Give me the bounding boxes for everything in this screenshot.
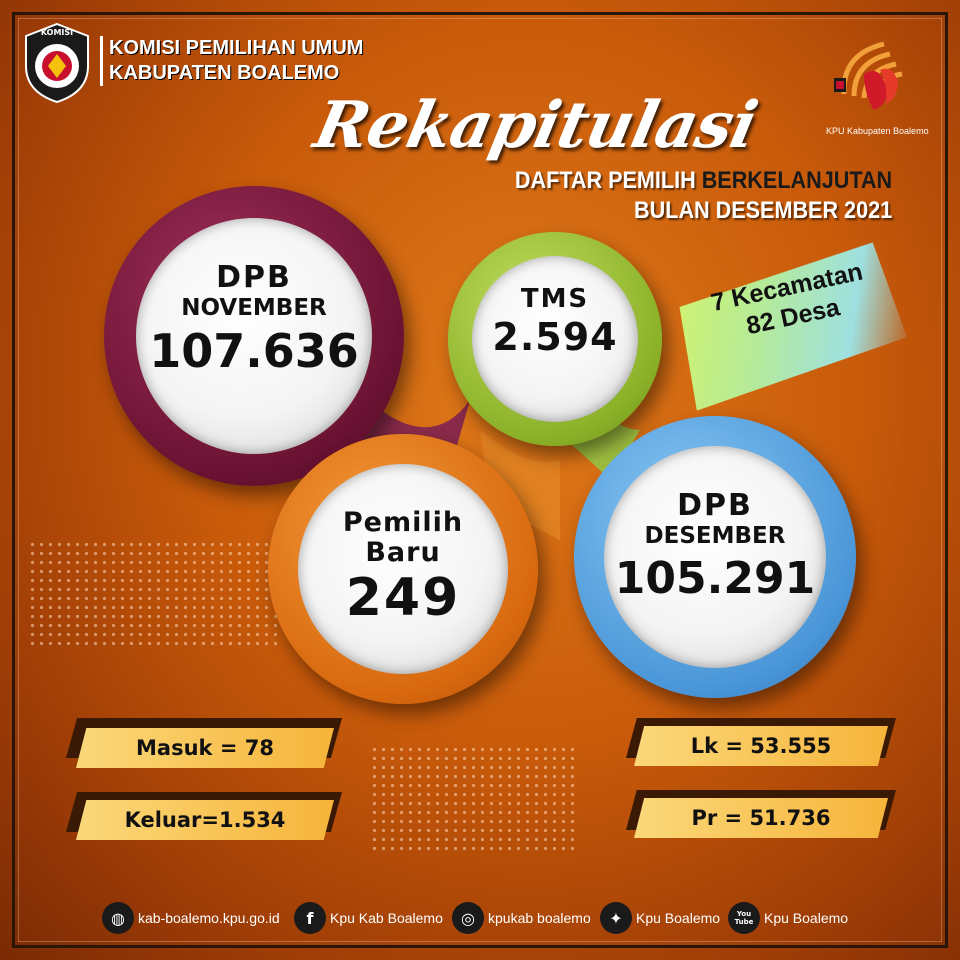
tms-disc — [472, 256, 638, 422]
twitter-icon: ✦ — [600, 902, 632, 934]
dpb-november-label-2: NOVEMBER — [181, 295, 327, 321]
pemilih-baru-label-2: Baru — [365, 537, 441, 568]
pemilih-baru-value: 249 — [345, 568, 461, 628]
kpu-logo-top-text: KOMISI — [41, 28, 73, 37]
footer-facebook[interactable]: f Kpu Kab Boalemo — [294, 900, 443, 936]
instagram-icon: ◎ — [452, 902, 484, 934]
masuk-value: Masuk = 78 — [136, 736, 274, 760]
dpb-november-label-1: DPB — [216, 260, 292, 295]
subtitle-line-2: BULAN DESEMBER 2021 — [633, 197, 892, 224]
keluar-tag: Keluar=1.534 — [76, 800, 334, 840]
masuk-tag: Masuk = 78 — [76, 728, 334, 768]
dpb-desember-label-2: DESEMBER — [644, 523, 786, 549]
kpu-kabupaten-logo-text: KPU Kabupaten Boalemo — [826, 126, 929, 136]
dot-pattern-center — [370, 745, 580, 855]
lk-tag: Lk = 53.555 — [634, 726, 888, 766]
tms-value: 2.594 — [492, 315, 618, 359]
dpb-desember-label-1: DPB — [677, 488, 753, 523]
twitter-text: Kpu Boalemo — [636, 910, 721, 926]
keluar-value: Keluar=1.534 — [124, 808, 286, 832]
pr-tag: Pr = 51.736 — [634, 798, 888, 838]
youtube-text: Kpu Boalemo — [764, 910, 849, 926]
lk-value: Lk = 53.555 — [690, 734, 832, 758]
organization-name: KOMISI PEMILIHAN UMUM KABUPATEN BOALEMO — [100, 36, 363, 86]
globe-icon: ◍ — [102, 902, 134, 934]
subtitle-part-2: BERKELANJUTAN — [701, 167, 892, 194]
footer-website[interactable]: ◍ kab-boalemo.kpu.go.id — [102, 900, 280, 936]
dpb-desember-value: 105.291 — [614, 553, 816, 604]
pr-value: Pr = 51.736 — [691, 806, 831, 830]
org-line-2: KABUPATEN BOALEMO — [109, 62, 340, 84]
pemilih-baru-label-1: Pemilih — [342, 507, 464, 538]
kpu-logo: KOMISI — [25, 22, 89, 104]
tms-label: TMS — [520, 284, 590, 314]
pemilih-baru-disc — [298, 464, 508, 674]
dot-pattern-left — [28, 540, 278, 650]
youtube-icon: You Tube — [728, 902, 760, 934]
instagram-text: kpukab boalemo — [488, 910, 591, 926]
dpb-desember-content: DPB DESEMBER 105.291 — [594, 490, 836, 608]
website-text: kab-boalemo.kpu.go.id — [138, 910, 280, 926]
dpb-november-content: DPB NOVEMBER 107.636 — [136, 262, 372, 380]
subtitle: DAFTAR PEMILIH BERKELANJUTAN BULAN DESEM… — [515, 166, 892, 226]
facebook-icon: f — [294, 902, 326, 934]
footer-youtube[interactable]: You Tube Kpu Boalemo — [728, 900, 848, 936]
subtitle-part-1: DAFTAR PEMILIH — [514, 167, 702, 194]
footer-instagram[interactable]: ◎ kpukab boalemo — [452, 900, 591, 936]
dpb-desember-disc — [604, 446, 826, 668]
tms-content: TMS 2.594 — [460, 284, 650, 360]
pemilih-baru-content: Pemilih Baru 249 — [298, 507, 508, 629]
kpu-kabupaten-logo — [834, 41, 903, 110]
footer-twitter[interactable]: ✦ Kpu Boalemo — [600, 900, 720, 936]
dpb-november-disc — [136, 218, 372, 454]
org-line-1: KOMISI PEMILIHAN UMUM — [109, 37, 364, 59]
facebook-text: Kpu Kab Boalemo — [330, 910, 443, 926]
dpb-november-value: 107.636 — [149, 324, 359, 378]
